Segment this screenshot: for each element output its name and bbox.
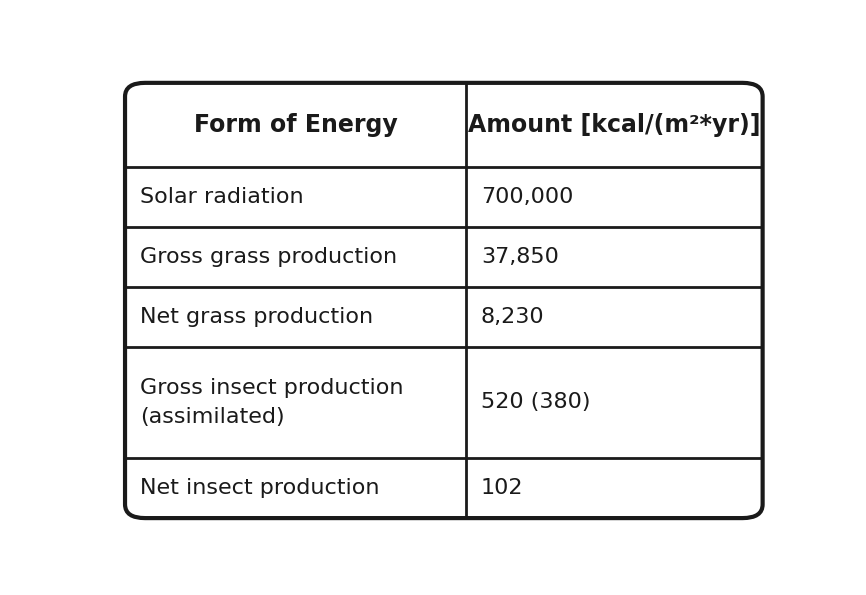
Text: Form of Energy: Form of Energy (194, 113, 397, 137)
Text: Net grass production: Net grass production (139, 307, 373, 327)
Text: Solar radiation: Solar radiation (139, 187, 303, 207)
Text: 520 (380): 520 (380) (481, 393, 591, 412)
FancyBboxPatch shape (125, 83, 763, 518)
Text: Net insect production: Net insect production (139, 478, 379, 498)
Text: Gross grass production: Gross grass production (139, 247, 397, 267)
Text: 700,000: 700,000 (481, 187, 573, 207)
Text: 37,850: 37,850 (481, 247, 559, 267)
Text: 8,230: 8,230 (481, 307, 545, 327)
Text: Gross insect production
(assimilated): Gross insect production (assimilated) (139, 378, 404, 427)
Text: Amount [kcal/(m²*yr)]: Amount [kcal/(m²*yr)] (469, 113, 760, 137)
Text: 102: 102 (481, 478, 523, 498)
